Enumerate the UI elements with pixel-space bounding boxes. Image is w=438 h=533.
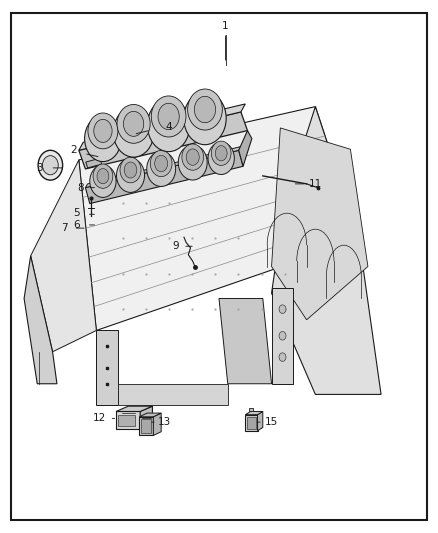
- Polygon shape: [85, 147, 241, 188]
- Ellipse shape: [186, 149, 199, 165]
- Text: 5: 5: [73, 208, 80, 218]
- Ellipse shape: [117, 104, 150, 143]
- Ellipse shape: [182, 144, 204, 170]
- Text: 9: 9: [172, 241, 179, 251]
- Text: 1: 1: [222, 21, 229, 30]
- Ellipse shape: [85, 116, 121, 161]
- Polygon shape: [239, 131, 252, 166]
- Circle shape: [38, 150, 63, 180]
- Ellipse shape: [94, 119, 112, 142]
- Polygon shape: [141, 419, 151, 433]
- Ellipse shape: [117, 158, 145, 192]
- Ellipse shape: [150, 150, 172, 176]
- Polygon shape: [272, 128, 368, 320]
- Polygon shape: [139, 413, 161, 417]
- Circle shape: [279, 353, 286, 361]
- Ellipse shape: [113, 107, 154, 157]
- Ellipse shape: [178, 145, 207, 180]
- Polygon shape: [272, 107, 381, 394]
- Polygon shape: [79, 107, 359, 330]
- Text: 4: 4: [165, 122, 172, 132]
- Text: 11: 11: [309, 179, 322, 189]
- Polygon shape: [247, 417, 256, 429]
- Ellipse shape: [215, 146, 227, 161]
- Polygon shape: [249, 408, 253, 411]
- Ellipse shape: [90, 165, 116, 197]
- Ellipse shape: [211, 141, 231, 165]
- Text: 2: 2: [70, 146, 77, 155]
- Polygon shape: [116, 411, 140, 429]
- Ellipse shape: [88, 113, 118, 149]
- Polygon shape: [116, 406, 152, 411]
- Text: 3: 3: [36, 163, 43, 173]
- Polygon shape: [153, 413, 161, 435]
- Ellipse shape: [93, 164, 113, 188]
- Circle shape: [279, 305, 286, 313]
- Ellipse shape: [151, 96, 186, 137]
- Ellipse shape: [124, 111, 144, 136]
- Ellipse shape: [97, 168, 109, 184]
- Ellipse shape: [124, 162, 137, 178]
- Text: 13: 13: [158, 417, 171, 427]
- Polygon shape: [96, 330, 118, 405]
- Text: 7: 7: [61, 223, 68, 233]
- Polygon shape: [139, 417, 153, 435]
- Polygon shape: [258, 411, 263, 431]
- Ellipse shape: [155, 155, 168, 172]
- Circle shape: [42, 156, 58, 175]
- Polygon shape: [245, 415, 258, 431]
- Ellipse shape: [194, 96, 215, 123]
- Polygon shape: [79, 112, 247, 169]
- Polygon shape: [85, 150, 243, 204]
- Polygon shape: [245, 411, 263, 415]
- Ellipse shape: [187, 89, 223, 130]
- Polygon shape: [272, 288, 293, 384]
- Polygon shape: [118, 415, 135, 426]
- Polygon shape: [31, 160, 96, 352]
- Text: 8: 8: [78, 183, 85, 192]
- Ellipse shape: [120, 157, 141, 183]
- Ellipse shape: [158, 103, 179, 130]
- Text: 6: 6: [73, 220, 80, 230]
- Polygon shape: [118, 384, 228, 405]
- Ellipse shape: [147, 151, 176, 187]
- Polygon shape: [79, 104, 245, 150]
- Ellipse shape: [148, 99, 190, 152]
- Circle shape: [279, 332, 286, 340]
- Text: 15: 15: [265, 417, 278, 427]
- Text: 12: 12: [93, 414, 106, 423]
- Polygon shape: [219, 298, 272, 384]
- Polygon shape: [86, 158, 102, 168]
- Polygon shape: [24, 256, 57, 384]
- Ellipse shape: [184, 92, 226, 144]
- Ellipse shape: [208, 142, 234, 174]
- Polygon shape: [140, 406, 152, 429]
